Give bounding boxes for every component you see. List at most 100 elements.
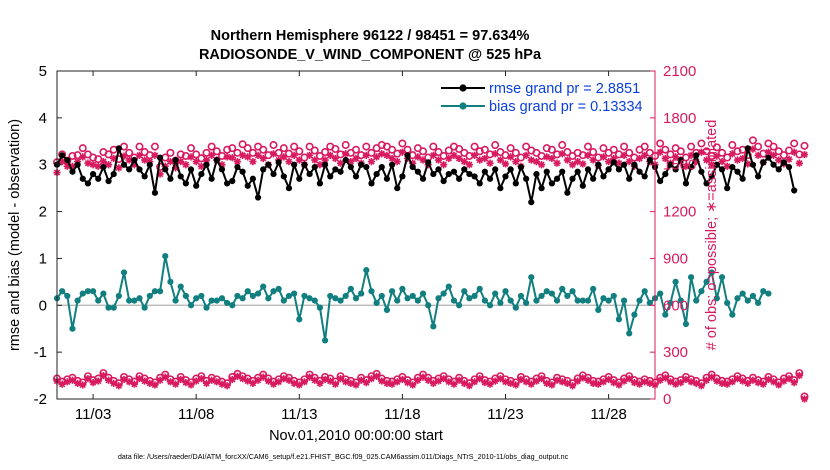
rmse-point: [239, 168, 246, 175]
rmse-point: [157, 154, 164, 161]
assimilated-obs-low-marker: [605, 375, 613, 384]
rmse-point: [285, 185, 293, 192]
assimilated-obs-marker: [125, 156, 133, 164]
assimilated-obs-marker: [223, 153, 231, 161]
rmse-point: [620, 161, 628, 168]
assimilated-obs-low-marker: [641, 378, 649, 386]
bias-point: [471, 292, 478, 300]
assimilated-obs-low-marker: [264, 377, 272, 385]
rmse-point: [378, 163, 385, 171]
assimilated-obs-marker: [238, 151, 247, 159]
bias-point: [301, 292, 308, 300]
left-y-axis-label: rmse and bias (model - observation): [7, 119, 23, 351]
assimilated-obs-marker: [331, 154, 339, 163]
assimilated-obs-low-marker: [728, 378, 736, 386]
bias-point: [486, 302, 494, 309]
bias-point: [224, 299, 231, 307]
bias-point: [610, 292, 617, 300]
rmse-point: [791, 187, 798, 194]
possible-obs-marker: [305, 142, 314, 151]
possible-obs-marker: [444, 146, 453, 155]
bias-point: [641, 288, 648, 295]
bias-point: [631, 311, 638, 318]
bias-point: [177, 283, 184, 290]
rmse-point: [430, 170, 437, 178]
assimilated-obs-marker: [764, 148, 773, 156]
rmse-point: [275, 159, 282, 166]
possible-obs-marker: [388, 145, 397, 154]
assimilated-obs-marker: [419, 156, 427, 164]
assimilated-obs-low-marker: [342, 378, 350, 386]
assimilated-obs-low-marker: [300, 378, 309, 386]
assimilated-obs-marker: [527, 156, 535, 164]
assimilated-obs-marker: [182, 161, 190, 169]
bias-point: [110, 304, 117, 311]
rmse-point: [476, 180, 483, 187]
chart-title-line2: RADIOSONDE_V_WIND_COMPONENT @ 525 hPa: [199, 47, 542, 63]
assimilated-obs-low-marker: [192, 377, 200, 385]
assimilated-obs-low-marker: [84, 375, 92, 383]
bias-point: [548, 290, 555, 297]
bias-point: [265, 295, 272, 302]
assimilated-obs-low-marker: [352, 381, 360, 389]
rmse-point: [399, 173, 406, 180]
bias-point: [89, 288, 97, 295]
assimilated-obs-marker: [388, 154, 396, 163]
assimilated-obs-low-marker: [156, 376, 164, 384]
rmse-point: [765, 154, 772, 161]
assimilated-obs-low-marker: [223, 382, 231, 390]
assimilated-obs-marker: [708, 161, 716, 169]
assimilated-obs-marker: [486, 159, 494, 167]
rmse-point: [89, 170, 97, 178]
bias-point: [713, 295, 720, 302]
possible-obs-marker: [187, 144, 196, 153]
bias-point: [481, 297, 488, 304]
assimilated-obs-marker: [316, 161, 324, 169]
rmse-point: [749, 161, 757, 168]
possible-obs-marker: [522, 142, 531, 151]
assimilated-obs-low-marker: [135, 375, 144, 383]
possible-obs-marker: [207, 142, 216, 151]
bias-point: [708, 269, 715, 276]
legend-bias-label: bias grand pr = 0.13334: [489, 99, 643, 115]
rmse-point: [203, 161, 210, 168]
x-tick-label: 11/08: [178, 406, 214, 423]
assimilated-obs-marker: [409, 159, 417, 167]
assimilated-obs-low-marker: [141, 377, 149, 385]
assimilated-obs-marker: [450, 151, 458, 159]
rmse-point: [213, 156, 220, 164]
assimilated-obs-low-marker: [254, 376, 262, 384]
bias-point: [517, 292, 525, 300]
rmse-point: [352, 173, 360, 180]
possible-obs-marker: [640, 142, 649, 151]
possible-obs-marker: [475, 147, 484, 156]
bias-point: [270, 288, 277, 295]
assimilated-obs-low-marker: [285, 376, 293, 384]
rmse-point: [450, 168, 458, 175]
rmse-point: [95, 175, 102, 182]
rmse-point: [131, 156, 138, 164]
assimilated-obs-low-marker: [290, 379, 298, 387]
bias-point: [399, 285, 406, 292]
assimilated-obs-low-marker: [785, 375, 793, 383]
rmse-point: [141, 173, 148, 180]
assimilated-obs-low-marker: [723, 380, 731, 388]
bias-point: [244, 288, 251, 295]
x-tick-label: 11/23: [487, 406, 523, 423]
bias-point: [523, 299, 530, 307]
assimilated-obs-marker: [769, 151, 778, 159]
bias-point: [461, 288, 468, 295]
assimilated-obs-marker: [465, 161, 474, 169]
assimilated-obs-low-marker: [166, 378, 175, 386]
possible-obs-marker: [800, 141, 809, 150]
rmse-point: [419, 175, 427, 182]
legend-rmse-marker: [459, 84, 467, 92]
assimilated-obs-marker: [378, 150, 386, 158]
assimilated-obs-low-marker: [517, 375, 525, 384]
possible-obs-marker: [104, 150, 113, 159]
assimilated-obs-low-marker: [182, 379, 190, 387]
assimilated-obs-marker: [393, 157, 401, 166]
assimilated-obs-marker: [470, 151, 479, 159]
assimilated-obs-low-marker: [687, 378, 695, 386]
rmse-point: [301, 161, 308, 168]
